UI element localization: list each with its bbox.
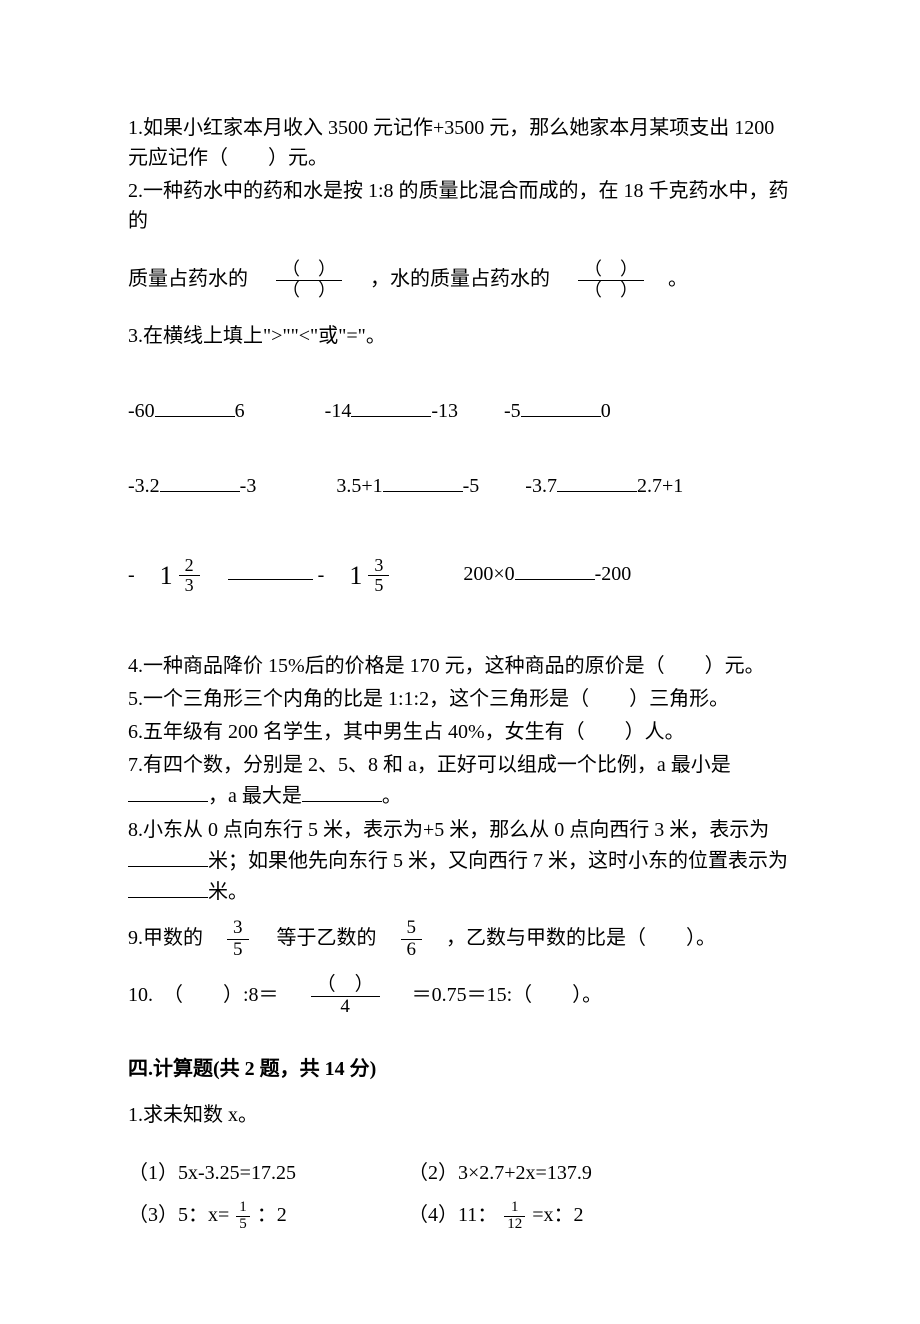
q9-f1d: 5 <box>227 940 249 961</box>
q2-frac2: （ ） （ ） <box>578 260 644 301</box>
q3r1-b: 6 <box>235 396 245 426</box>
eq4-frac: 1 12 <box>504 1200 525 1233</box>
q10-frac: （ ） 4 <box>311 975 380 1018</box>
m1-frac: 2 3 <box>179 556 200 597</box>
q10-b: ＝0.75＝15:（ ）。 <box>412 984 603 1006</box>
eq-row-2: （3）5：x= 1 5 ：2 （4）11： 1 12 =x：2 <box>128 1200 792 1233</box>
eq-2: （2）3×2.7+2x=137.9 <box>408 1158 592 1188</box>
eq3-frac: 1 5 <box>236 1200 250 1233</box>
q3r2-d: -5 <box>463 471 480 501</box>
q2-frac1-num: （ ） <box>276 260 342 281</box>
q7-b-mid: ，a 最大是 <box>208 785 302 807</box>
q9-f2d: 6 <box>401 940 423 961</box>
q9-f2n: 5 <box>401 918 423 940</box>
blank <box>128 877 208 898</box>
q7-b-end: 。 <box>382 785 402 807</box>
eq-4: （4）11： 1 12 =x：2 <box>408 1200 584 1233</box>
m1-den: 3 <box>179 576 200 596</box>
q9-a: 9.甲数的 <box>128 927 203 949</box>
question-8: 8.小东从 0 点向东行 5 米，表示为+5 米，那么从 0 点向西行 3 米，… <box>128 815 792 908</box>
q3r1-d: -13 <box>431 396 458 426</box>
m1-whole: 1 <box>160 556 173 595</box>
q10-a: 10. （ ）:8＝ <box>128 984 279 1006</box>
question-6: 6.五年级有 200 名学生，其中男生占 40%，女生有（ ）人。 <box>128 717 792 747</box>
eq4-a: （4）11： <box>408 1204 497 1226</box>
q2-mid: ，水的质量占药水的 <box>370 268 550 290</box>
eq4-fn: 1 <box>504 1200 525 1217</box>
eq-1: （1）5x-3.25=17.25 <box>128 1158 408 1188</box>
q3r3-m1: 1 2 3 <box>160 556 204 597</box>
q3r2-f: 2.7+1 <box>637 471 683 501</box>
q3-row1: -60 6 -14 -13 -5 0 <box>128 396 792 426</box>
blank <box>515 559 595 580</box>
q3r2-a: -3.2 <box>128 471 160 501</box>
m2-whole: 1 <box>349 556 362 595</box>
eq3-fd: 5 <box>236 1217 250 1233</box>
section-4-title: 四.计算题(共 2 题，共 14 分) <box>128 1054 792 1084</box>
eq3-b: ：2 <box>257 1204 287 1226</box>
q9-f1n: 3 <box>227 918 249 940</box>
q10-num: （ ） <box>311 975 380 997</box>
s4-q1: 1.求未知数 x。 <box>128 1100 792 1130</box>
eq3-a: （3）5：x= <box>128 1204 229 1226</box>
q3r3-d: -200 <box>595 559 632 589</box>
m2-frac: 3 5 <box>368 556 389 597</box>
eq4-b: =x：2 <box>532 1204 583 1226</box>
question-2-line1: 2.一种药水中的药和水是按 1:8 的质量比混合而成的，在 18 千克药水中，药… <box>128 176 792 236</box>
blank <box>557 471 637 492</box>
q3r3-c: 200×0 <box>463 559 514 589</box>
blank <box>128 846 208 867</box>
blank <box>351 396 431 417</box>
q2-frac1: （ ） （ ） <box>276 260 342 301</box>
question-10: 10. （ ）:8＝ （ ） 4 ＝0.75＝15:（ ）。 <box>128 975 792 1018</box>
blank <box>128 781 208 802</box>
q3r1-e: -5 <box>504 396 521 426</box>
blank <box>155 396 235 417</box>
q3r2-c: 3.5+1 <box>336 471 382 501</box>
q3r3-m2-sign: - <box>318 563 345 585</box>
q3r3-m2: 1 3 5 <box>349 556 393 597</box>
q10-den: 4 <box>311 997 380 1018</box>
question-5: 5.一个三角形三个内角的比是 1:1:2，这个三角形是（ ）三角形。 <box>128 684 792 714</box>
eq3-fn: 1 <box>236 1200 250 1217</box>
m2-num: 3 <box>368 556 389 577</box>
blank <box>160 471 240 492</box>
q3r1-a: -60 <box>128 396 155 426</box>
q2-post: 。 <box>668 268 688 290</box>
blank <box>302 781 382 802</box>
q3-row2: -3.2 -3 3.5+1 -5 -3.7 2.7+1 <box>128 471 792 501</box>
blank <box>521 396 601 417</box>
m2-den: 5 <box>368 576 389 596</box>
question-9: 9.甲数的 3 5 等于乙数的 5 6 ，乙数与甲数的比是（ ）。 <box>128 918 792 961</box>
q8-a: 8.小东从 0 点向东行 5 米，表示为+5 米，那么从 0 点向西行 3 米，… <box>128 819 769 841</box>
blank <box>383 471 463 492</box>
q8-b: 米；如果他先向东行 5 米，又向西行 7 米，这时小东的位置表示为 <box>208 850 788 872</box>
q3r2-e: -3.7 <box>525 471 557 501</box>
q7-a: 7.有四个数，分别是 2、5、8 和 a，正好可以组成一个比例，a 最小是 <box>128 754 731 776</box>
q9-frac1: 3 5 <box>227 918 249 961</box>
q3r1-c: -14 <box>325 396 352 426</box>
q2-frac2-den: （ ） <box>578 281 644 301</box>
q2-frac2-num: （ ） <box>578 260 644 281</box>
question-2-line2: 质量占药水的 （ ） （ ） ，水的质量占药水的 （ ） （ ） 。 <box>128 260 792 301</box>
q2-pre: 质量占药水的 <box>128 268 248 290</box>
q9-b: 等于乙数的 <box>277 927 377 949</box>
q3r3-m1-sign: - <box>128 563 155 585</box>
m1-num: 2 <box>179 556 200 577</box>
eq4-fd: 12 <box>504 1217 525 1233</box>
blank <box>228 559 313 580</box>
question-1: 1.如果小红家本月收入 3500 元记作+3500 元，那么她家本月某项支出 1… <box>128 113 792 173</box>
q9-frac2: 5 6 <box>401 918 423 961</box>
q2-frac1-den: （ ） <box>276 281 342 301</box>
eq-3: （3）5：x= 1 5 ：2 <box>128 1200 408 1233</box>
q3r2-b: -3 <box>240 471 257 501</box>
question-4: 4.一种商品降价 15%后的价格是 170 元，这种商品的原价是（ ）元。 <box>128 651 792 681</box>
eq-row-1: （1）5x-3.25=17.25 （2）3×2.7+2x=137.9 <box>128 1158 792 1188</box>
q3r1-f: 0 <box>601 396 611 426</box>
question-3-head: 3.在横线上填上">""<"或"="。 <box>128 321 792 351</box>
q3-row3: - 1 2 3 - 1 3 5 200×0 -200 <box>128 556 792 597</box>
q9-c: ，乙数与甲数的比是（ ）。 <box>446 927 716 949</box>
question-7: 7.有四个数，分别是 2、5、8 和 a，正好可以组成一个比例，a 最小是 ，a… <box>128 750 792 812</box>
q8-c: 米。 <box>208 881 248 903</box>
